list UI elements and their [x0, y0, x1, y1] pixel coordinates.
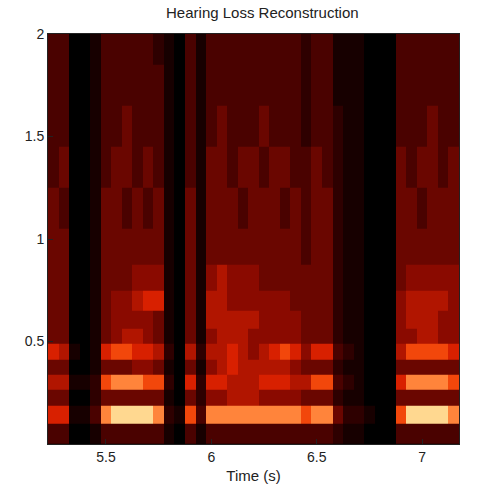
- svg-text:Time (s): Time (s): [226, 467, 280, 484]
- svg-text:Hearing Loss Reconstruction: Hearing Loss Reconstruction: [166, 4, 359, 21]
- svg-text:0.5: 0.5: [25, 333, 45, 349]
- svg-text:2: 2: [36, 26, 44, 42]
- svg-text:5.5: 5.5: [96, 449, 116, 465]
- svg-text:6.5: 6.5: [307, 449, 327, 465]
- svg-text:7: 7: [418, 449, 426, 465]
- svg-text:6: 6: [207, 449, 215, 465]
- svg-text:1.5: 1.5: [25, 128, 45, 144]
- svg-text:1: 1: [36, 231, 44, 247]
